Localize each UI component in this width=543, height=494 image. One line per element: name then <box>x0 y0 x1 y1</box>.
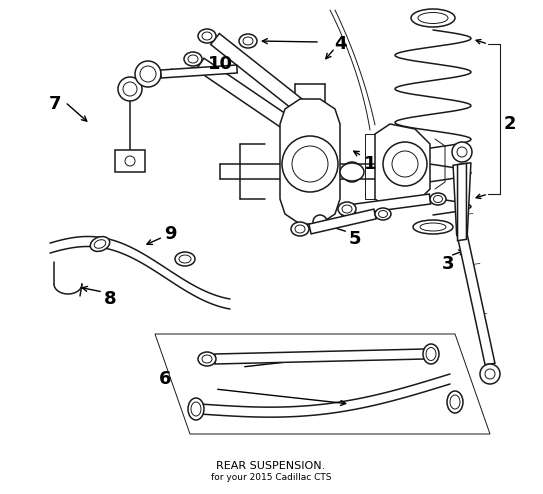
Circle shape <box>452 142 472 162</box>
Text: for your 2015 Cadillac CTS: for your 2015 Cadillac CTS <box>211 474 331 483</box>
Ellipse shape <box>340 163 364 181</box>
Polygon shape <box>115 150 145 172</box>
Ellipse shape <box>188 398 204 420</box>
Ellipse shape <box>423 344 439 364</box>
Ellipse shape <box>338 202 356 216</box>
Polygon shape <box>211 34 339 139</box>
Ellipse shape <box>239 34 257 48</box>
Polygon shape <box>215 349 425 364</box>
Ellipse shape <box>184 52 202 66</box>
Ellipse shape <box>175 252 195 266</box>
Text: 9: 9 <box>164 225 176 243</box>
Text: 8: 8 <box>104 290 116 308</box>
Circle shape <box>118 77 142 101</box>
Circle shape <box>480 364 500 384</box>
Polygon shape <box>458 164 466 241</box>
Ellipse shape <box>291 222 309 236</box>
Text: 4: 4 <box>334 35 346 53</box>
Text: 7: 7 <box>49 95 61 113</box>
Text: REAR SUSPENSION.: REAR SUSPENSION. <box>216 461 326 471</box>
Ellipse shape <box>447 391 463 413</box>
Circle shape <box>383 142 427 186</box>
Circle shape <box>313 215 327 229</box>
Ellipse shape <box>198 29 216 43</box>
Polygon shape <box>161 65 237 78</box>
Circle shape <box>135 61 161 87</box>
Polygon shape <box>309 209 376 234</box>
Ellipse shape <box>375 208 391 220</box>
Text: 10: 10 <box>207 55 232 73</box>
Polygon shape <box>196 58 329 155</box>
Ellipse shape <box>90 237 110 251</box>
Text: 5: 5 <box>349 230 361 248</box>
Polygon shape <box>453 163 495 365</box>
Text: 6: 6 <box>159 370 171 388</box>
Circle shape <box>342 162 362 182</box>
Text: 2: 2 <box>504 115 516 133</box>
Text: 3: 3 <box>442 255 454 273</box>
Ellipse shape <box>430 193 446 205</box>
Polygon shape <box>280 99 340 224</box>
Text: 1: 1 <box>364 155 376 173</box>
Circle shape <box>282 136 338 192</box>
Polygon shape <box>355 194 431 214</box>
Polygon shape <box>375 124 430 209</box>
Ellipse shape <box>198 352 216 366</box>
